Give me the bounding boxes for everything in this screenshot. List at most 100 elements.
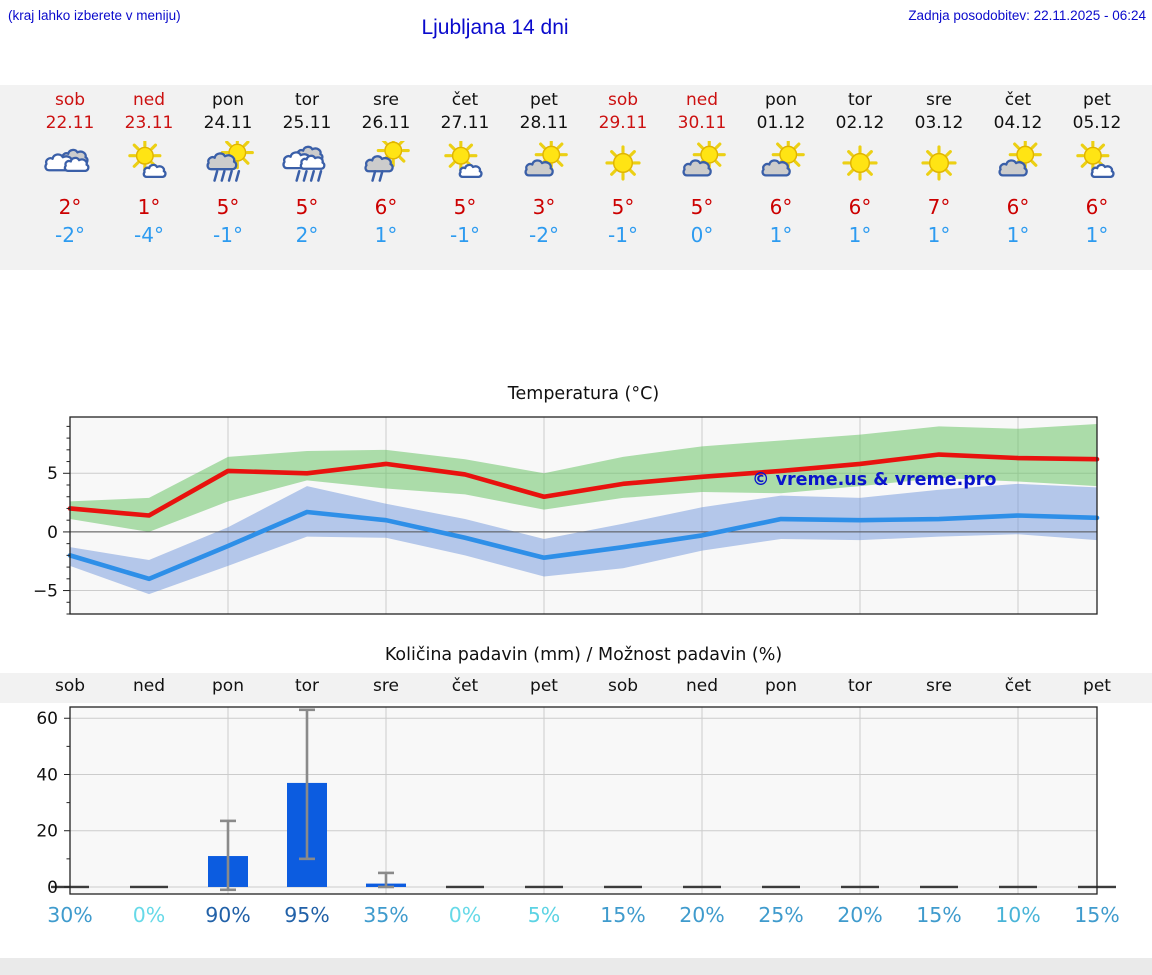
day-date: 02.12 [835,113,885,133]
precip-zero-dash [683,885,721,889]
low-temp: 1° [927,223,951,247]
low-temp: 1° [374,223,398,247]
day-column[interactable]: sre 26.11 6° 1° [346,89,426,249]
day-date: 27.11 [440,113,490,133]
high-temp: 6° [848,195,872,219]
high-temp: 1° [137,195,161,219]
day-column[interactable]: pon 24.11 5° -1° [188,89,268,249]
precip-ytick-label: 60 [36,709,58,729]
day-column[interactable]: ned 23.11 1° -4° [109,89,189,249]
day-column[interactable]: pet 28.11 3° -2° [504,89,584,249]
low-temp: -1° [213,223,243,247]
precip-day-label: čet [1004,676,1032,696]
day-date: 29.11 [598,113,648,133]
sunny-icon [899,135,979,193]
day-column[interactable]: pon 01.12 6° 1° [741,89,821,249]
precip-error-bar [220,819,236,892]
low-temp: -2° [55,223,85,247]
day-date: 30.11 [677,113,727,133]
rain-icon [267,135,347,193]
rain-sun-icon [188,135,268,193]
precipitation-day-labels: sob ned pon tor sre čet pet sob ned pon tor sre čet p… [0,673,1152,703]
precip-ytick-label: 20 [36,822,58,842]
high-temp: 3° [532,195,556,219]
precip-error-bar [378,871,394,889]
high-temp: 7° [927,195,951,219]
high-temp: 6° [374,195,398,219]
day-column[interactable]: sob 22.11 2° -2° [30,89,110,249]
day-name: čet [1004,90,1032,110]
sunny-icon [583,135,663,193]
min-temp-line [67,509,1100,582]
sunny-icon [820,135,900,193]
high-temp: 5° [216,195,240,219]
day-date: 24.11 [203,113,253,133]
day-date: 05.12 [1072,113,1122,133]
day-name: ned [132,90,166,110]
temp-ytick-label: 0 [47,523,58,543]
precip-day-label: sre [926,676,952,696]
precipitation-chart-title: Količina padavin (mm) / Možnost padavin … [384,645,783,665]
precip-probability: 15% [600,903,646,927]
high-temp: 5° [690,195,714,219]
page-title: Ljubljana 14 dni [421,16,569,39]
precip-day-label: sob [54,676,86,696]
partly-cloudy-icon [504,135,584,193]
precip-probability: 30% [47,903,93,927]
temp-ytick-label: 5 [47,464,58,484]
day-name: tor [847,90,873,110]
precip-probability: 5% [527,903,561,927]
mostly-sunny-icon [109,135,189,193]
precip-error-bar [299,708,315,861]
cloudy-icon [30,135,110,193]
high-temp: 6° [1006,195,1030,219]
precip-zero-dash [920,885,958,889]
day-date: 23.11 [124,113,174,133]
day-name: sob [607,90,639,110]
day-column[interactable]: sob 29.11 5° -1° [583,89,663,249]
day-name: pon [765,90,797,110]
partly-cloudy-icon [741,135,821,193]
day-column[interactable]: ned 30.11 5° 0° [662,89,742,249]
high-temp: 5° [295,195,319,219]
precip-day-label: pet [530,676,558,696]
high-temp: 5° [611,195,635,219]
precip-probability: 90% [205,903,251,927]
min-range-band [70,483,1097,595]
day-column[interactable]: tor 02.12 6° 1° [820,89,900,249]
low-temp: -1° [608,223,638,247]
precip-zero-dash [130,885,168,889]
partly-cloudy-icon [662,135,742,193]
watermark: © vreme.us & vreme.pro [752,470,996,490]
day-name: tor [294,90,320,110]
temp-ytick-label: −5 [33,581,58,601]
low-temp: 0° [690,223,714,247]
precip-zero-dash [841,885,879,889]
precip-day-label: ned [685,676,719,696]
day-name: pet [1083,90,1111,110]
precip-probability: 0% [448,903,482,927]
precip-probability: 20% [679,903,725,927]
precip-probability: 10% [995,903,1041,927]
mostly-sunny-icon [425,135,505,193]
day-date: 28.11 [519,113,569,133]
day-column[interactable]: čet 27.11 5° -1° [425,89,505,249]
day-date: 26.11 [361,113,411,133]
day-column[interactable]: čet 04.12 6° 1° [978,89,1058,249]
forecast-strip: sob 22.11 2° -2° ned 23.11 1° -4° pon 24.11 5° -1° t… [0,85,1152,270]
day-column[interactable]: sre 03.12 7° 1° [899,89,979,249]
precip-probability: 15% [916,903,962,927]
low-temp: 1° [1006,223,1030,247]
precipitation-probability-row: 30% 0% 90% 95% 35% 0% 5% 15% 20% 25% 20% 15% 10% 15% [0,897,1152,940]
precip-ytick-label: 0 [47,878,58,897]
footer-bar [0,958,1152,975]
precip-day-label: sre [373,676,399,696]
precip-day-label: sob [607,676,639,696]
precip-day-label: tor [847,676,873,696]
precip-ytick-label: 40 [36,765,58,785]
day-column[interactable]: pet 05.12 6° 1° [1057,89,1137,249]
low-temp: -4° [134,223,164,247]
precip-zero-dash [446,885,484,889]
day-date: 04.12 [993,113,1043,133]
day-column[interactable]: tor 25.11 5° 2° [267,89,347,249]
